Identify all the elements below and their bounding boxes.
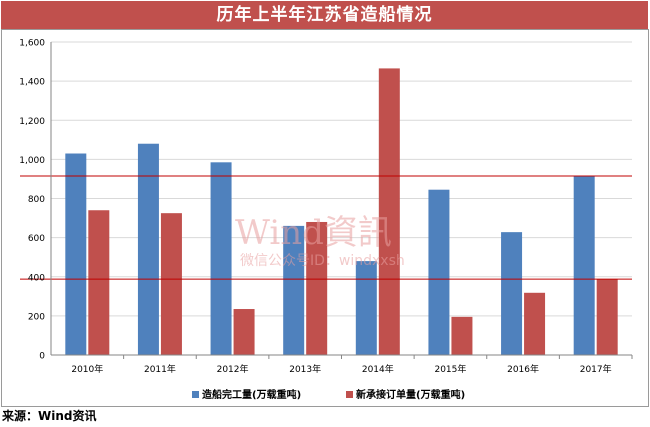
- y-tick-label: 600: [28, 234, 45, 244]
- bar-orders: [596, 279, 618, 355]
- x-tick-label: 2012年: [217, 363, 249, 375]
- watermark-subtitle: 微信公众号ID：windxxsh: [240, 253, 405, 269]
- y-tick-label: 1,600: [19, 39, 45, 49]
- x-tick-label: 2011年: [144, 363, 176, 375]
- source-note: 来源：Wind资讯: [2, 409, 97, 423]
- bar-completion: [428, 189, 450, 355]
- legend-swatch: [346, 391, 353, 398]
- bar-orders: [88, 210, 110, 355]
- x-tick-label: 2015年: [434, 363, 466, 375]
- bar-orders: [524, 292, 546, 355]
- y-tick-label: 1,200: [19, 117, 45, 127]
- y-tick-label: 200: [28, 312, 45, 322]
- bar-chart: 0 200 400 600 800 1,000 1,200 1,400 1,600 2010年 20…: [19, 39, 633, 401]
- bar-completion: [501, 232, 523, 355]
- legend-swatch: [192, 391, 199, 398]
- legend-label: 造船完工量(万载重吨): [202, 388, 301, 401]
- x-tick-label: 2010年: [71, 363, 103, 375]
- bar-orders: [378, 68, 400, 356]
- bar-completion: [355, 261, 377, 355]
- y-tick-label: 1,000: [19, 156, 45, 166]
- chart-area: 0 200 400 600 800 1,000 1,200 1,400 1,600 2010年 20…: [1, 29, 649, 407]
- y-tick-label: 800: [28, 195, 45, 205]
- x-tick-label: 2017年: [580, 363, 612, 375]
- bar-orders: [233, 309, 255, 355]
- y-tick-label: 1,400: [19, 78, 45, 88]
- watermark-logo: Wind資訊: [235, 213, 392, 253]
- bar-completion: [137, 143, 159, 355]
- bar-orders: [451, 316, 473, 355]
- bar-orders: [306, 221, 328, 355]
- y-tick-label: 400: [28, 273, 45, 283]
- bar-completion: [65, 153, 87, 355]
- x-tick-label: 2016年: [507, 363, 539, 375]
- chart-title: 历年上半年江苏省造船情况: [1, 1, 648, 30]
- bar-orders: [160, 213, 182, 355]
- bar-completion: [210, 162, 232, 355]
- legend-label: 新承接订单量(万载重吨): [356, 388, 465, 401]
- bar-completion: [573, 176, 595, 355]
- x-tick-label: 2014年: [362, 363, 394, 375]
- y-tick-label: 0: [39, 352, 45, 362]
- x-tick-label: 2013年: [289, 363, 321, 375]
- bar-completion: [283, 225, 305, 355]
